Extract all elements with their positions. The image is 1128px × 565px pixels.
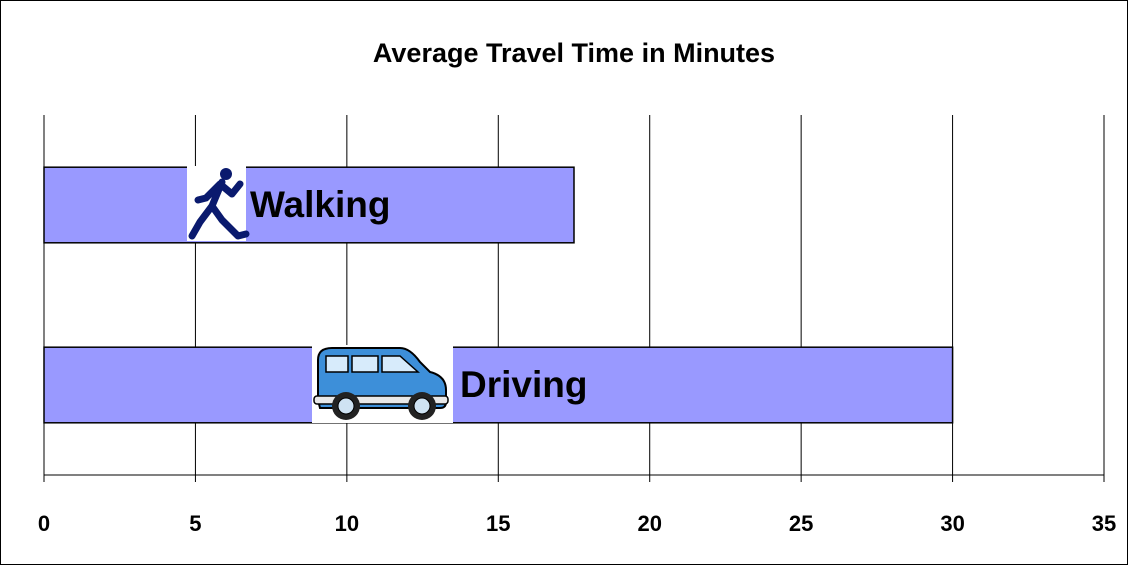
x-tick-label: 20 — [637, 511, 661, 536]
x-tick-label: 5 — [189, 511, 201, 536]
van-icon — [312, 345, 453, 423]
page: {"chart_data": {"type": "barh", "title":… — [0, 0, 1128, 565]
chart-frame — [1, 1, 1128, 565]
x-tick-label: 25 — [789, 511, 813, 536]
x-tick-label: 30 — [940, 511, 964, 536]
x-tick-label: 15 — [486, 511, 510, 536]
category-label: Driving — [460, 364, 587, 405]
chart: Average Travel Time in Minutes 0 5 10 15 20 2… — [0, 0, 1128, 565]
chart-title: Average Travel Time in Minutes — [373, 38, 775, 68]
x-tick-label: 10 — [335, 511, 359, 536]
category-label: Walking — [250, 184, 390, 225]
x-tick-label: 0 — [38, 511, 50, 536]
x-tick-label: 35 — [1092, 511, 1116, 536]
walker-icon — [187, 166, 246, 241]
